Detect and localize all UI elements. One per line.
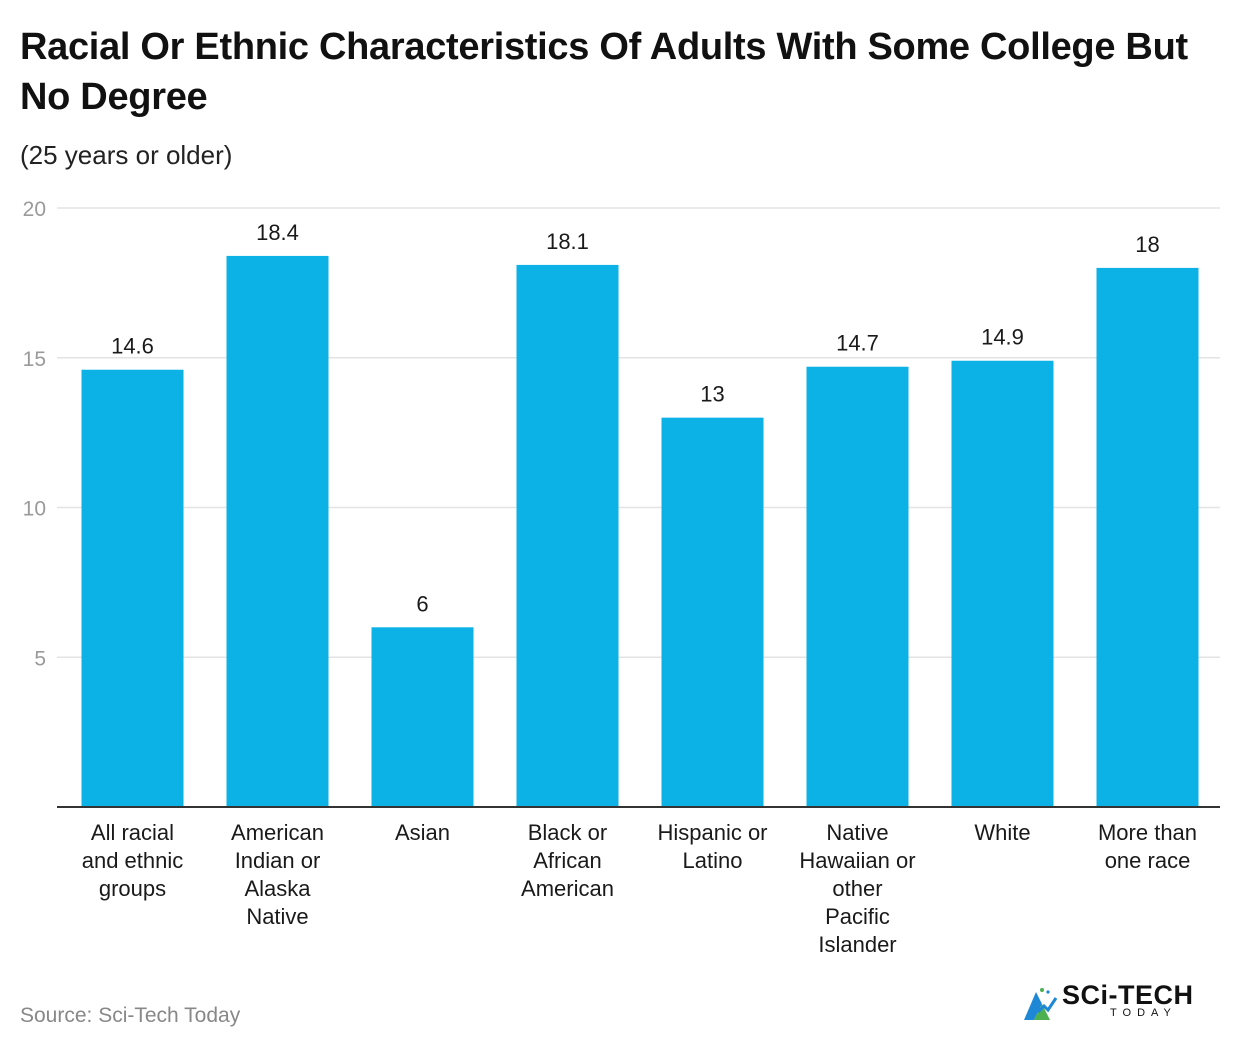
y-tick-label: 10 <box>23 498 46 521</box>
chart-subtitle: (25 years or older) <box>20 140 233 170</box>
x-tick-label: Asian <box>395 820 450 845</box>
logo-name: SCi-TECH <box>1062 980 1194 1010</box>
x-tick-label: American Indian or Alaska Native <box>231 820 324 929</box>
data-label: 18.1 <box>546 229 589 254</box>
data-label: 14.9 <box>981 325 1024 350</box>
bar <box>1096 267 1199 807</box>
bar-chart: 5 10 15 20 14.6 All racial and ethnic groups 18.… <box>23 198 1220 957</box>
logo-sub: TODAY <box>1110 1007 1177 1019</box>
bar <box>661 417 764 807</box>
bar <box>516 264 619 807</box>
data-label: 18 <box>1135 232 1159 257</box>
bar <box>806 366 909 807</box>
x-tick-label: More than one race <box>1098 820 1197 873</box>
y-tick-label: 20 <box>23 198 46 221</box>
data-label: 6 <box>416 591 428 616</box>
data-label: 18.4 <box>256 220 299 245</box>
x-tick-label: All racial and ethnic groups <box>82 820 184 901</box>
x-tick-label: Black or African American <box>521 820 614 901</box>
bar <box>371 627 474 807</box>
data-label: 14.7 <box>836 331 879 356</box>
y-tick-label: 5 <box>34 647 46 670</box>
data-label: 14.6 <box>111 334 154 359</box>
data-label: 13 <box>700 382 724 407</box>
y-tick-label: 15 <box>23 348 46 371</box>
source-note: Source: Sci-Tech Today <box>20 1004 241 1027</box>
logo-mark-icon <box>1024 988 1058 1020</box>
chart-title: Racial Or Ethnic Characteristics Of Adul… <box>20 26 1188 118</box>
x-tick-label: Native Hawaiian or other Pacific Islander <box>799 820 915 957</box>
x-tick-label: Hispanic or Latino <box>657 820 767 873</box>
bar <box>951 360 1054 807</box>
bar <box>81 369 184 807</box>
sci-tech-today-logo: SCi-TECH TODAY <box>1022 980 1212 1024</box>
x-tick-label: White <box>974 820 1030 845</box>
bar <box>226 255 329 808</box>
